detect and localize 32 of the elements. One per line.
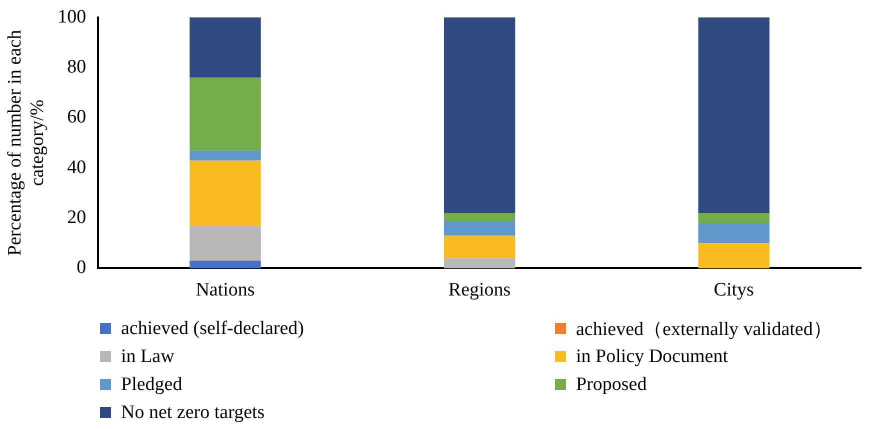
legend-label: Pledged bbox=[121, 374, 182, 396]
bar bbox=[698, 17, 770, 214]
y-tick-label: 0 bbox=[76, 257, 86, 278]
legend-label: achieved（externally validated） bbox=[576, 318, 832, 342]
bar bbox=[190, 160, 261, 226]
bar bbox=[698, 223, 770, 244]
bar bbox=[444, 236, 516, 258]
bar bbox=[190, 17, 261, 78]
legend-label: in Policy Document bbox=[576, 346, 728, 368]
legend-label: No net zero targets bbox=[121, 402, 265, 424]
bar bbox=[698, 243, 770, 268]
y-tick-label: 100 bbox=[58, 6, 86, 28]
y-tick-label: 60 bbox=[67, 106, 86, 128]
bar bbox=[444, 220, 516, 236]
bar bbox=[190, 260, 261, 268]
x-tick-label: Regions bbox=[448, 280, 511, 301]
legend-label: Proposed bbox=[576, 374, 647, 396]
x-tick-label: Nations bbox=[196, 280, 255, 301]
y-tick-label: 20 bbox=[67, 207, 86, 228]
bar bbox=[190, 226, 261, 261]
bar bbox=[698, 213, 770, 224]
y-axis-title: Percentage of number in each category/% bbox=[4, 29, 48, 256]
legend-label: in Law bbox=[121, 346, 174, 368]
bar bbox=[190, 150, 261, 160]
bar bbox=[190, 78, 261, 150]
y-tick-label: 80 bbox=[67, 56, 86, 78]
x-tick-label: Citys bbox=[714, 280, 754, 301]
bar bbox=[444, 213, 516, 221]
bar bbox=[444, 17, 516, 214]
y-tick-label: 40 bbox=[67, 156, 86, 178]
legend-label: achieved (self-declared) bbox=[121, 318, 304, 340]
bar bbox=[444, 258, 516, 268]
